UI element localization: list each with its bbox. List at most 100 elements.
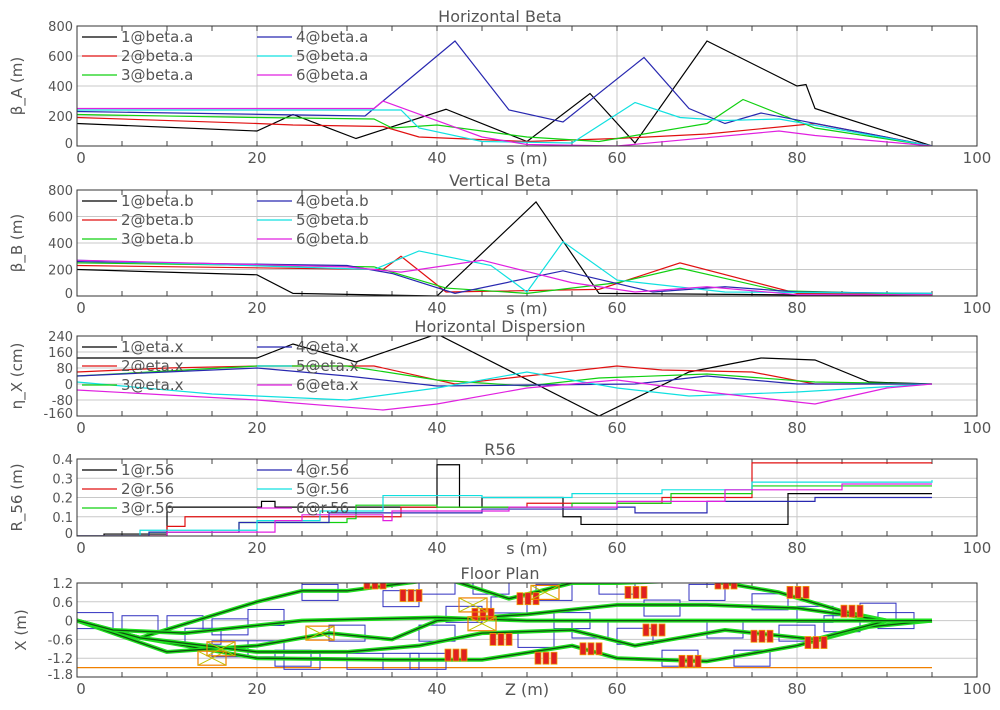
- y-tick-label: 400: [48, 80, 73, 95]
- sextupole: [458, 597, 488, 613]
- y-tick-label: 1.2: [52, 577, 73, 592]
- quadrupole: [363, 583, 371, 590]
- x-tick-label: 0: [76, 419, 86, 437]
- sextupole-cross: [197, 650, 227, 666]
- plot-area: [77, 583, 933, 670]
- series-line-1: [77, 336, 933, 416]
- plot-frame: [76, 25, 978, 147]
- x-tick-label: 100: [963, 149, 992, 167]
- series-line-4: [77, 367, 932, 387]
- bend-magnet: [643, 599, 681, 617]
- x-tick-label: 40: [427, 539, 446, 557]
- quadrupole: [516, 592, 524, 606]
- y-axis-label: R_56 (m): [8, 463, 27, 531]
- bend-magnet: [751, 593, 789, 611]
- x-tick-label: 20: [247, 680, 266, 698]
- quadrupole: [812, 636, 820, 649]
- sextupole-cross: [206, 641, 236, 657]
- y-tick-label: 0.4: [52, 453, 73, 468]
- y-tick-label: 0: [65, 378, 73, 393]
- panel-title: Horizontal Beta: [438, 7, 562, 26]
- x-tick-label: 0: [76, 680, 86, 698]
- legend-label: 1@r.56: [121, 461, 174, 479]
- bend-magnet: [688, 583, 726, 601]
- bend-magnet: [778, 624, 816, 642]
- x-tick-label: 80: [787, 680, 806, 698]
- quadrupole: [794, 586, 802, 599]
- quadrupole: [379, 583, 387, 590]
- quadrupole: [542, 651, 550, 665]
- y-tick-label: 80: [56, 362, 73, 377]
- y-tick-label: -80: [52, 394, 73, 409]
- plot-area: [77, 40, 933, 146]
- quadrupole: [497, 633, 505, 646]
- quadrupole: [848, 604, 856, 618]
- quadrupole: [532, 592, 540, 606]
- quadrupole: [371, 583, 379, 590]
- y-tick-label: 240: [48, 330, 73, 345]
- legend-label: 4@beta.a: [296, 28, 368, 46]
- x-tick-label: 20: [247, 419, 266, 437]
- series-line-2: [77, 255, 933, 296]
- panel-title: R56: [484, 440, 515, 459]
- legend-label: 5@beta.b: [296, 211, 369, 229]
- y-tick-label: 200: [48, 264, 73, 279]
- sextupole-cross: [305, 625, 335, 641]
- quadrupole: [587, 642, 595, 656]
- quadrupole: [487, 607, 495, 621]
- series-line-6: [77, 100, 933, 146]
- y-tick-label: 600: [48, 50, 73, 65]
- quadrupole: [840, 604, 848, 618]
- y-tick-label: 0: [65, 137, 73, 152]
- series-line-6: [77, 379, 933, 411]
- quadrupole: [415, 589, 423, 602]
- series-line-4: [77, 40, 933, 146]
- x-tick-label: 40: [427, 680, 446, 698]
- series-line-6: [77, 483, 932, 536]
- x-tick-label: 60: [607, 539, 626, 557]
- quadrupole: [632, 586, 640, 599]
- y-tick-label: 800: [48, 184, 73, 199]
- sextupole-cross: [458, 597, 488, 613]
- panel-2: Vertical Beta 0 20 40 60 80 100 0 200 400 600 800 s …: [8, 171, 991, 318]
- quadrupole: [479, 607, 487, 621]
- x-axis-label: Z (m): [505, 680, 549, 699]
- quadrupole: [678, 654, 686, 668]
- x-tick-label: 40: [427, 419, 446, 437]
- panel-title: Floor Plan: [461, 564, 540, 583]
- quadrupole: [714, 583, 722, 590]
- x-tick-label: 80: [787, 419, 806, 437]
- quadrupole: [820, 636, 828, 649]
- quadrupole: [489, 633, 497, 646]
- bend-magnet: [418, 583, 456, 595]
- x-tick-label: 0: [76, 299, 86, 317]
- y-tick-label: 0.2: [52, 492, 73, 507]
- quadrupole: [550, 651, 558, 665]
- x-tick-label: 60: [607, 299, 626, 317]
- legend-label: 3@eta.x: [121, 376, 184, 394]
- legend-label: 4@eta.x: [296, 338, 359, 356]
- quadrupole: [524, 592, 532, 606]
- x-tick-label: 0: [76, 149, 86, 167]
- sextupole-cross: [530, 584, 560, 600]
- bend-magnet: [283, 652, 321, 670]
- panel-3: Horizontal Dispersion 0 20 40 60 80 100 -160-80…: [8, 317, 991, 437]
- plot-frame: [76, 582, 978, 678]
- y-tick-label: 0: [65, 615, 73, 630]
- quadrupole: [758, 629, 766, 643]
- quadrupole: [624, 586, 632, 599]
- legend-label: 4@beta.b: [296, 192, 369, 210]
- panel-title: Vertical Beta: [449, 171, 551, 190]
- plot-frame: [76, 335, 978, 417]
- x-tick-label: 60: [607, 149, 626, 167]
- x-tick-label: 20: [247, 539, 266, 557]
- y-axis-label: X (m): [12, 609, 30, 650]
- quadrupole: [595, 642, 603, 656]
- beam-path: [77, 583, 932, 639]
- legend-label: 3@r.56: [121, 499, 174, 517]
- series-line-3: [77, 98, 933, 146]
- x-tick-label: 80: [787, 299, 806, 317]
- x-tick-label: 100: [963, 419, 992, 437]
